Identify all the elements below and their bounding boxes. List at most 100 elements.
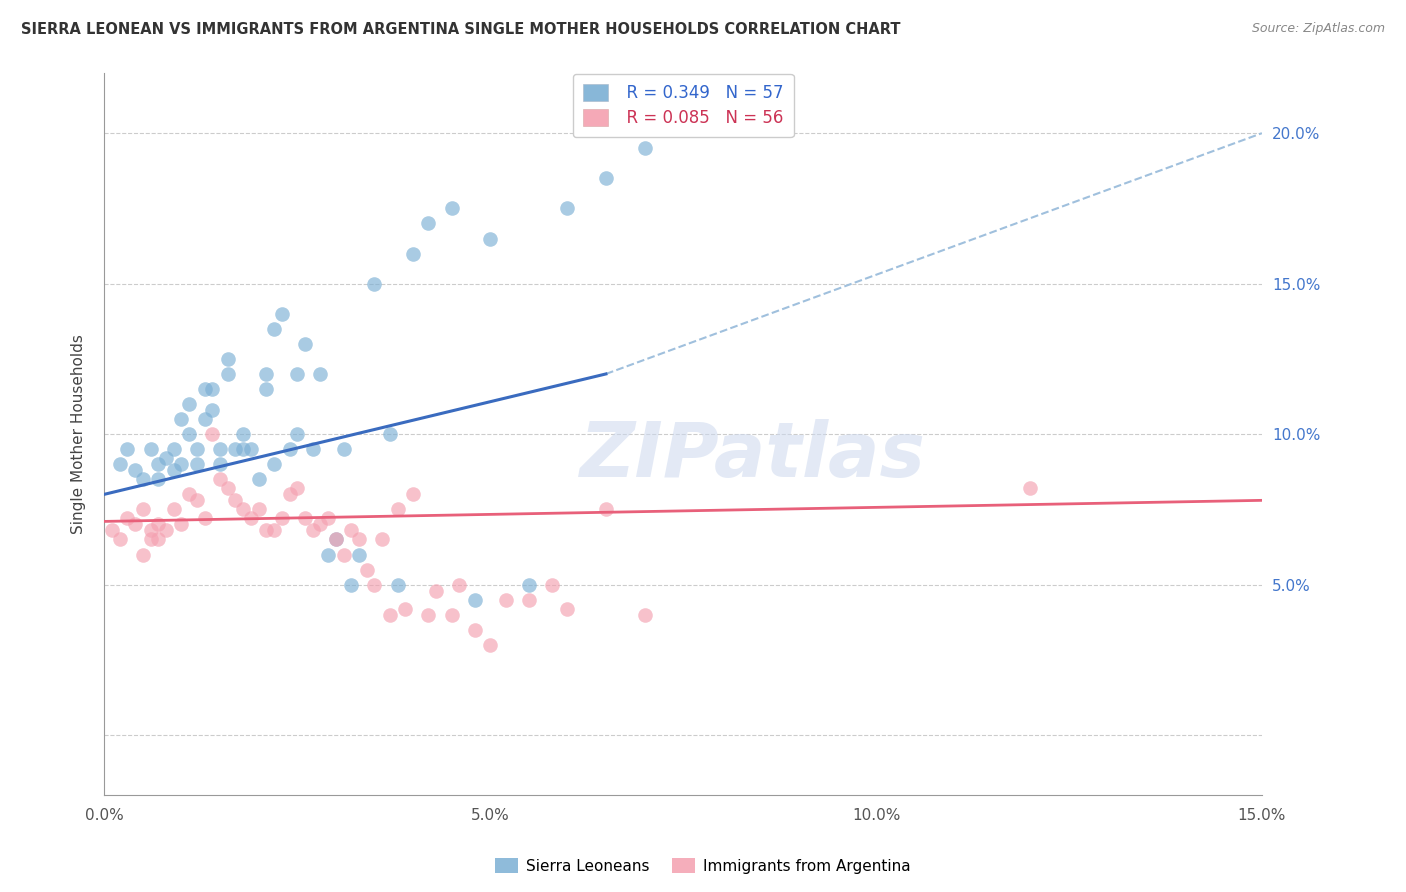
Point xyxy=(201,382,224,396)
Point xyxy=(340,524,363,538)
Legend:   R = 0.349   N = 57,   R = 0.085   N = 56: R = 0.349 N = 57, R = 0.085 N = 56 xyxy=(572,74,793,137)
Point xyxy=(325,533,347,547)
Point xyxy=(101,524,124,538)
Point xyxy=(557,202,579,216)
Point xyxy=(387,502,409,516)
Point xyxy=(285,481,308,495)
Point xyxy=(294,511,316,525)
Point xyxy=(186,457,208,471)
Point xyxy=(179,397,201,411)
Point xyxy=(194,382,217,396)
Point xyxy=(402,487,425,501)
Point xyxy=(278,442,301,457)
Point xyxy=(163,502,186,516)
Point xyxy=(517,592,540,607)
Point xyxy=(117,511,139,525)
Text: Source: ZipAtlas.com: Source: ZipAtlas.com xyxy=(1251,22,1385,36)
Text: SIERRA LEONEAN VS IMMIGRANTS FROM ARGENTINA SINGLE MOTHER HOUSEHOLDS CORRELATION: SIERRA LEONEAN VS IMMIGRANTS FROM ARGENT… xyxy=(21,22,901,37)
Point xyxy=(347,533,370,547)
Point xyxy=(263,322,285,336)
Point xyxy=(270,511,292,525)
Point xyxy=(163,442,186,457)
Point xyxy=(232,442,254,457)
Point xyxy=(595,502,617,516)
Point xyxy=(285,367,308,381)
Point xyxy=(148,533,170,547)
Point xyxy=(170,517,193,532)
Point xyxy=(186,493,208,508)
Point xyxy=(325,533,347,547)
Point xyxy=(425,583,447,598)
Point xyxy=(148,517,170,532)
Point xyxy=(209,457,232,471)
Point xyxy=(117,442,139,457)
Point xyxy=(239,442,262,457)
Point xyxy=(633,607,655,622)
Point xyxy=(285,427,308,442)
Point xyxy=(294,336,316,351)
Point xyxy=(170,412,193,426)
Point xyxy=(270,307,292,321)
Point xyxy=(387,577,409,591)
Point xyxy=(633,141,655,155)
Legend: Sierra Leoneans, Immigrants from Argentina: Sierra Leoneans, Immigrants from Argenti… xyxy=(489,852,917,880)
Point xyxy=(155,524,177,538)
Point xyxy=(139,442,162,457)
Point xyxy=(309,367,332,381)
Point xyxy=(301,442,323,457)
Point xyxy=(254,367,277,381)
Point xyxy=(201,403,224,417)
Point xyxy=(301,524,323,538)
Point xyxy=(541,577,564,591)
Point xyxy=(254,382,277,396)
Point xyxy=(179,487,201,501)
Point xyxy=(340,577,363,591)
Point xyxy=(479,638,502,652)
Point xyxy=(224,493,246,508)
Point xyxy=(418,217,440,231)
Point xyxy=(557,601,579,615)
Point xyxy=(217,351,239,366)
Point xyxy=(194,412,217,426)
Point xyxy=(132,502,155,516)
Point xyxy=(186,442,208,457)
Point xyxy=(163,463,186,477)
Point xyxy=(316,548,339,562)
Point xyxy=(124,463,146,477)
Point xyxy=(209,472,232,486)
Point xyxy=(209,442,232,457)
Point xyxy=(148,472,170,486)
Point xyxy=(332,548,354,562)
Point xyxy=(495,592,517,607)
Point xyxy=(179,427,201,442)
Point xyxy=(232,502,254,516)
Point xyxy=(224,442,246,457)
Point xyxy=(1019,481,1042,495)
Point xyxy=(332,442,354,457)
Point xyxy=(464,592,486,607)
Point xyxy=(378,607,401,622)
Point xyxy=(139,524,162,538)
Point xyxy=(449,577,471,591)
Point xyxy=(440,202,463,216)
Point xyxy=(309,517,332,532)
Point xyxy=(378,427,401,442)
Point xyxy=(464,623,486,637)
Y-axis label: Single Mother Households: Single Mother Households xyxy=(72,334,86,534)
Point xyxy=(254,524,277,538)
Point xyxy=(170,457,193,471)
Point xyxy=(148,457,170,471)
Point xyxy=(418,607,440,622)
Point xyxy=(316,511,339,525)
Point xyxy=(394,601,416,615)
Point xyxy=(517,577,540,591)
Point xyxy=(363,277,385,291)
Point xyxy=(132,472,155,486)
Point xyxy=(440,607,463,622)
Point xyxy=(201,427,224,442)
Point xyxy=(232,427,254,442)
Point xyxy=(139,533,162,547)
Point xyxy=(356,563,378,577)
Point xyxy=(278,487,301,501)
Point xyxy=(263,524,285,538)
